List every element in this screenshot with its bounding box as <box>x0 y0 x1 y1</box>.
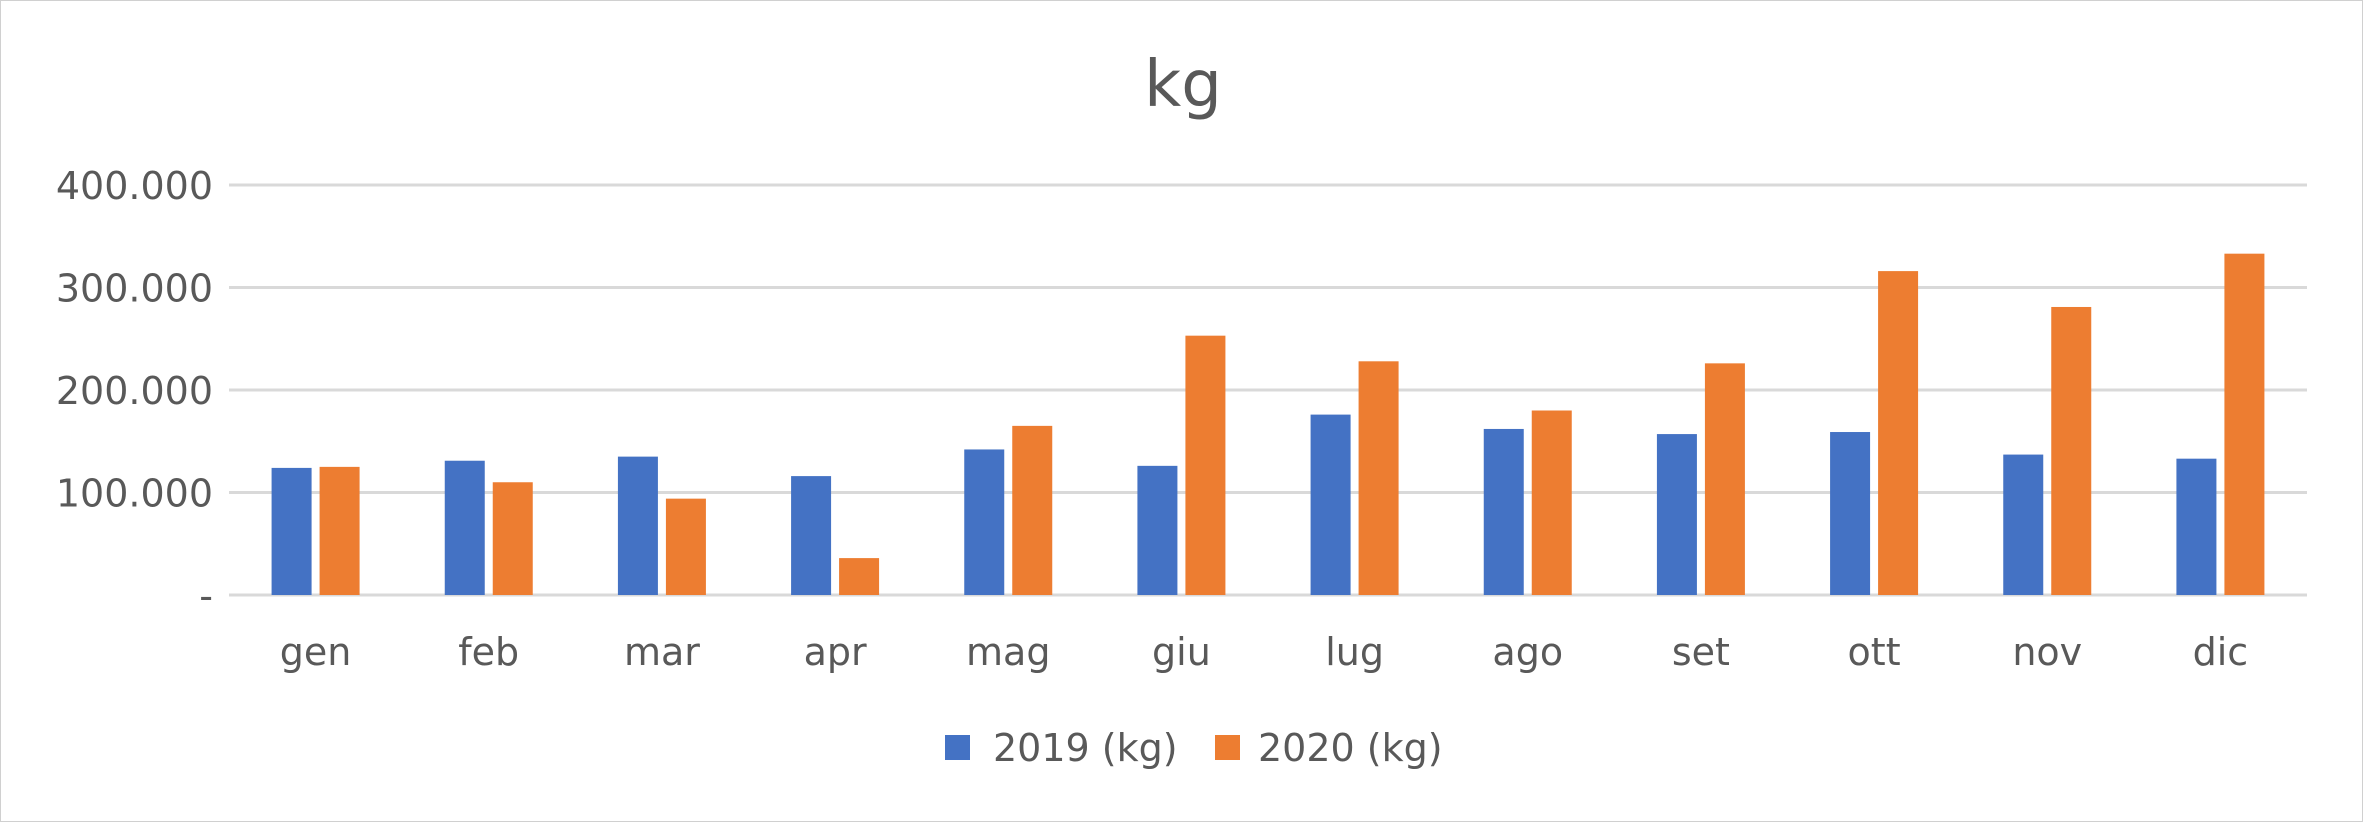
x-tick-label: feb <box>458 630 519 674</box>
bar-series-2020-mag <box>1012 425 1053 595</box>
x-tick-label: lug <box>1325 630 1384 674</box>
legend-label-2020: 2020 (kg) <box>1258 726 1443 770</box>
x-tick-label: ott <box>1848 630 1901 674</box>
x-tick-label: ago <box>1492 630 1563 674</box>
bar-series-2019-ott <box>1830 432 1871 595</box>
bar-series-2020-gen <box>319 466 360 595</box>
legend-swatch-2019 <box>945 735 970 760</box>
y-tick-label: 100.000 <box>56 472 213 516</box>
x-tick-label: set <box>1672 630 1730 674</box>
bar-series-2019-giu <box>1137 465 1178 595</box>
bar-series-2020-dic <box>2224 253 2265 596</box>
x-axis-tick-labels: gen feb mar apr mag giu lug ago set ott nov dic <box>280 630 2248 674</box>
legend: 2019 (kg) 2020 (kg) <box>945 726 1443 770</box>
bars <box>271 253 2265 596</box>
bar-series-2019-dic <box>2176 458 2217 595</box>
bar-series-2019-feb <box>444 460 485 595</box>
bar-series-2020-ott <box>1878 271 1919 595</box>
y-tick-label: 200.000 <box>56 369 213 413</box>
chart-title: kg <box>1144 48 1222 122</box>
x-tick-label: dic <box>2193 630 2249 674</box>
bar-series-2020-lug <box>1358 361 1399 595</box>
bar-series-2020-mar <box>665 498 706 595</box>
x-tick-label: gen <box>280 630 352 674</box>
y-axis-tick-labels: - 100.000 200.000 300.000 400.000 <box>56 164 213 618</box>
bar-series-2020-ago <box>1531 410 1572 595</box>
bar-series-2020-set <box>1704 363 1745 595</box>
bar-series-2019-nov <box>2003 454 2044 595</box>
y-tick-label: - <box>199 574 213 618</box>
x-tick-label: giu <box>1152 630 1211 674</box>
bar-series-2020-apr <box>839 558 880 595</box>
legend-label-2019: 2019 (kg) <box>993 726 1178 770</box>
y-tick-label: 300.000 <box>56 267 213 311</box>
x-tick-label: mag <box>966 630 1050 674</box>
bar-series-2019-apr <box>791 476 832 595</box>
bar-series-2019-mag <box>964 449 1005 595</box>
bar-series-2019-set <box>1656 434 1697 595</box>
x-tick-label: mar <box>624 630 700 674</box>
bar-series-2019-mar <box>617 456 658 595</box>
bar-series-2020-giu <box>1185 335 1226 595</box>
bar-series-2019-lug <box>1310 414 1351 595</box>
gridlines <box>229 183 2307 597</box>
y-tick-label: 400.000 <box>56 164 213 208</box>
bar-series-2020-feb <box>492 482 533 595</box>
bar-series-2019-ago <box>1483 428 1524 595</box>
legend-swatch-2020 <box>1215 735 1240 760</box>
x-tick-label: apr <box>804 630 867 674</box>
bar-series-2019-gen <box>271 467 312 595</box>
x-tick-label: nov <box>2012 630 2082 674</box>
bar-series-2020-nov <box>2051 306 2092 595</box>
